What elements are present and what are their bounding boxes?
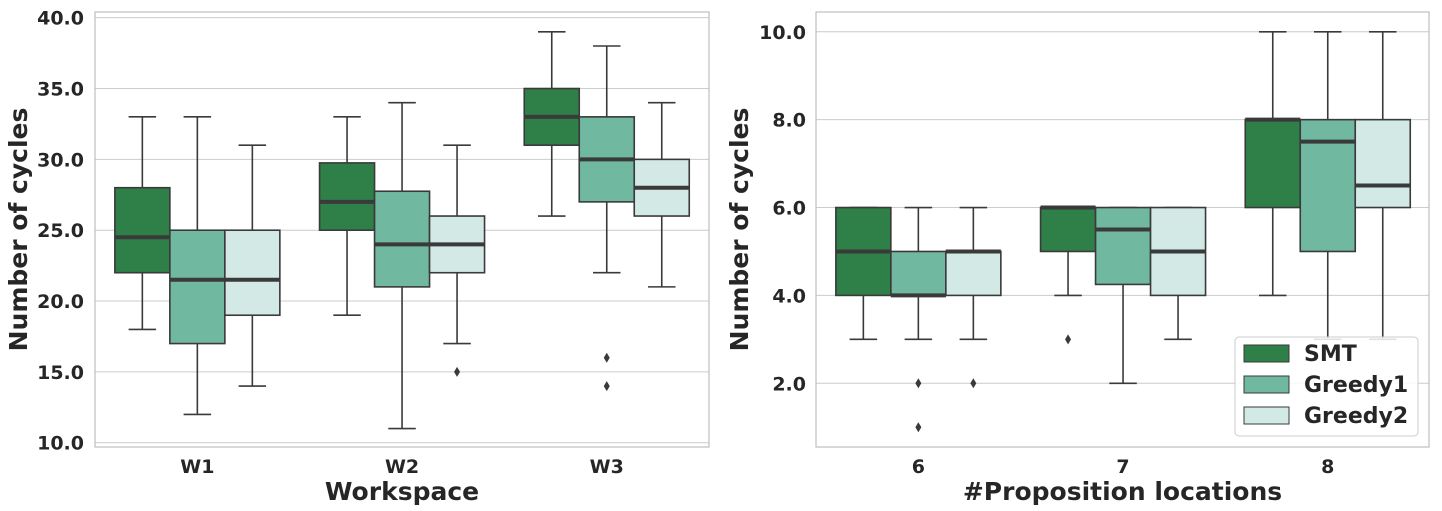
box-smt-w2 — [318, 116, 376, 317]
legend-label-greedy2: Greedy2 — [1304, 404, 1408, 429]
box-body — [890, 250, 947, 297]
box-body — [224, 229, 281, 317]
outlier-point — [603, 352, 610, 363]
box-greedy2-6 — [945, 206, 1002, 389]
y-tick-label: 2.0 — [772, 373, 806, 395]
legend-swatch-greedy2 — [1243, 406, 1290, 425]
x-tick-label: 6 — [912, 456, 925, 478]
box-body — [1039, 206, 1097, 253]
box-greedy2-w3 — [633, 101, 691, 288]
y-tick-label: 8.0 — [772, 110, 806, 132]
box-body — [1299, 118, 1357, 253]
box-smt-6 — [835, 206, 892, 341]
box-body — [318, 162, 376, 232]
box-greedy2-w1 — [224, 144, 281, 387]
x-axis-label: Workspace — [325, 477, 479, 506]
box-body — [373, 190, 431, 288]
y-axis-label: Number of cycles — [4, 108, 33, 352]
outlier-point — [915, 422, 922, 433]
legend-swatch-smt — [1243, 344, 1290, 363]
box-greedy1-7 — [1094, 206, 1152, 385]
chart-panel-1: 10.0 15.0 20.0 25.0 30.0 35.0 40.0 W1 W2 W3 Worksp… — [4, 8, 710, 506]
y-axis-label: Number of cycles — [725, 108, 754, 352]
box-greedy1-8 — [1299, 30, 1357, 341]
y-tick-label: 40.0 — [37, 8, 84, 30]
outlier-point — [1065, 334, 1072, 345]
box-body — [114, 186, 171, 274]
box-smt-8 — [1244, 30, 1302, 297]
outlier-point — [970, 378, 977, 389]
box-body — [945, 250, 1002, 297]
legend-label-greedy1: Greedy1 — [1304, 373, 1408, 398]
outlier-point — [915, 378, 922, 389]
y-tick-label: 30.0 — [37, 149, 84, 171]
box-greedy1-6 — [890, 206, 947, 433]
box-body — [1094, 206, 1152, 286]
y-tick-label: 6.0 — [772, 198, 806, 220]
chart-panel-2: 2.0 4.0 6.0 8.0 10.0 6 7 8 #Proposition location… — [725, 11, 1430, 506]
box-greedy1-w3 — [578, 45, 636, 392]
box-greedy2-7 — [1149, 206, 1207, 341]
y-tick-label: 15.0 — [37, 362, 84, 384]
y-tick-label: 20.0 — [37, 291, 84, 313]
y-tick-label: 10.0 — [37, 433, 84, 455]
x-tick-label: 8 — [1321, 456, 1334, 478]
y-tick-label: 25.0 — [37, 220, 84, 242]
y-tick-label: 4.0 — [772, 285, 806, 307]
legend-label-smt: SMT — [1304, 342, 1357, 367]
outlier-point — [603, 381, 610, 392]
box-smt-w1 — [114, 116, 171, 331]
y-tick-label: 35.0 — [37, 79, 84, 101]
legend-swatch-greedy1 — [1243, 375, 1290, 394]
x-axis-label: #Proposition locations — [963, 477, 1282, 506]
box-smt-w3 — [523, 31, 581, 217]
x-tick-label: 7 — [1116, 456, 1129, 478]
box-smt-7 — [1039, 205, 1097, 345]
legend: SMT Greedy1 Greedy2 — [1234, 336, 1419, 437]
box-body — [1354, 118, 1412, 209]
y-tick-label: 10.0 — [759, 22, 806, 44]
plot-frame — [815, 11, 1430, 448]
box-greedy1-w2 — [373, 101, 431, 430]
box-greedy1-w1 — [169, 116, 226, 416]
x-tick-label: W3 — [590, 456, 624, 478]
box-body — [169, 229, 226, 345]
plot-frame — [94, 11, 710, 448]
box-greedy2-w2 — [428, 144, 486, 377]
x-tick-label: W1 — [180, 456, 214, 478]
box-body — [1244, 118, 1302, 209]
box-greedy2-8 — [1354, 30, 1412, 341]
outlier-point — [454, 366, 461, 377]
x-tick-label: W2 — [385, 456, 419, 478]
